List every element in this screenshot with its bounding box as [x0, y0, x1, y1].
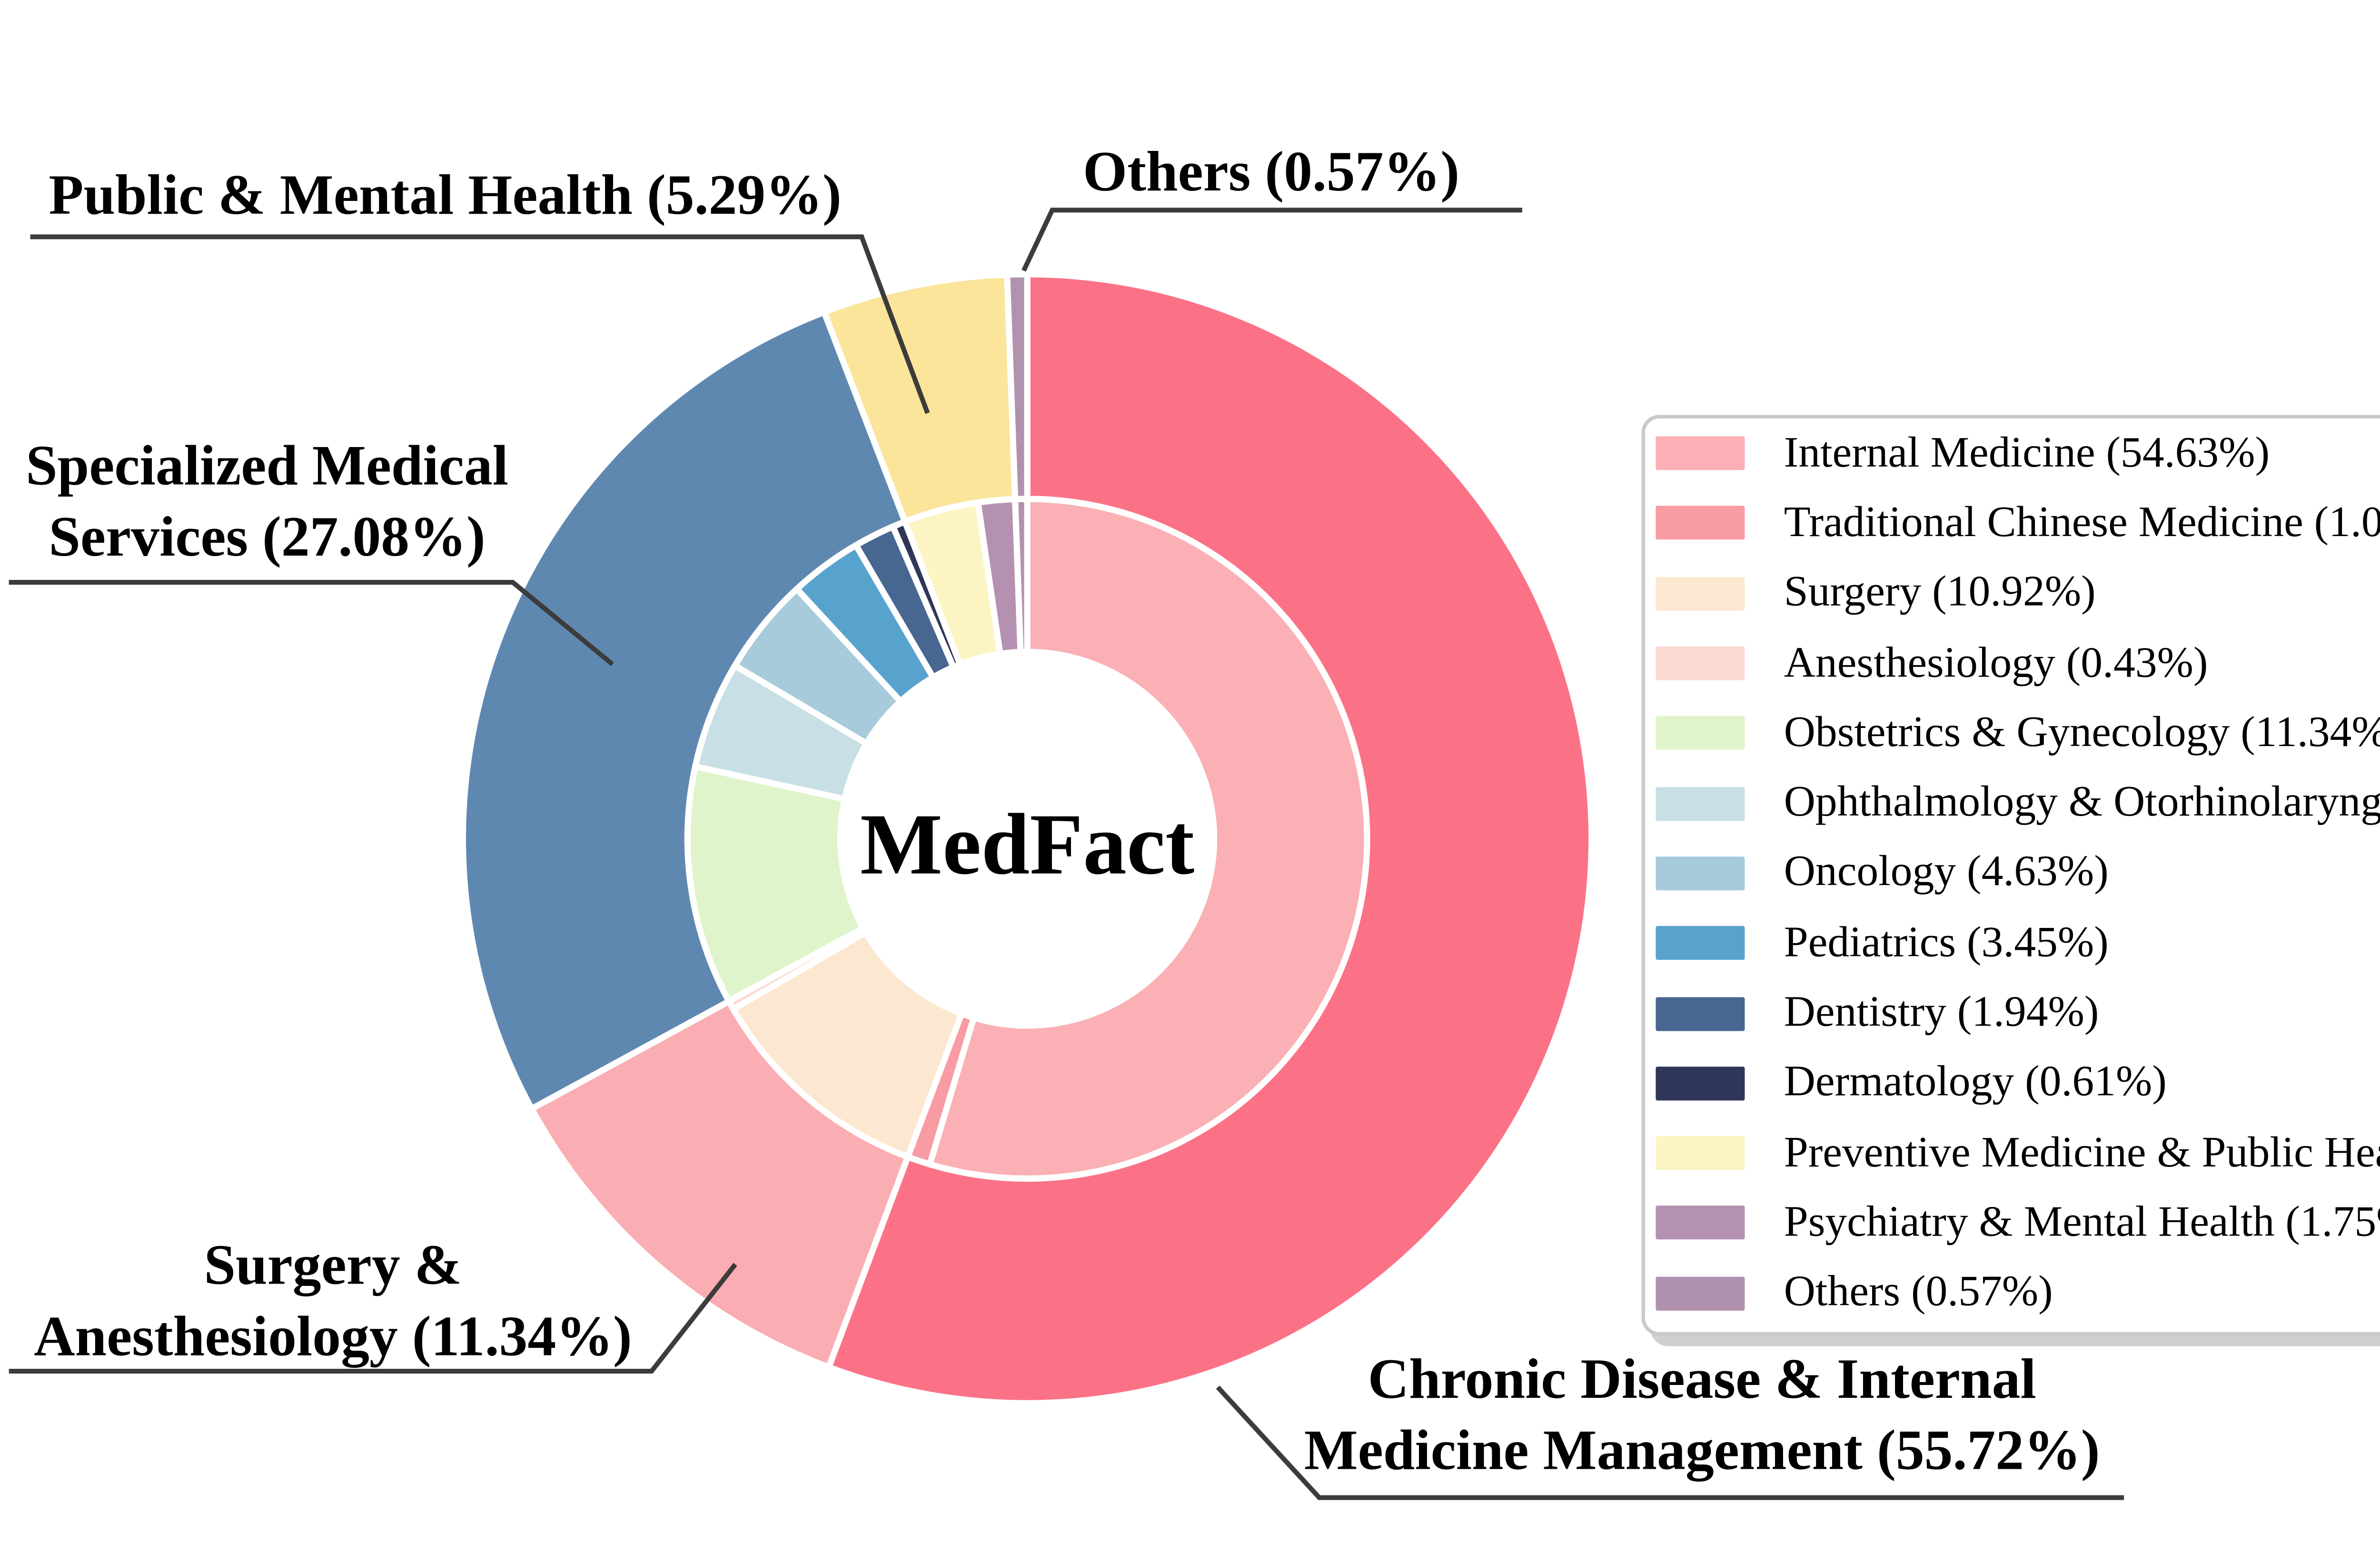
- legend-swatch: [1656, 716, 1745, 750]
- legend-item-label: Dentistry (1.94%): [1784, 988, 2099, 1036]
- legend-item-obstetrics-gynecology: Obstetrics & Gynecology (11.34%): [1645, 698, 2380, 768]
- legend-rows: Internal Medicine (54.63%) Traditional Ch…: [1645, 418, 2380, 1328]
- legend-item-internal-medicine: Internal Medicine (54.63%): [1645, 418, 2380, 488]
- slice-inner-others: [1012, 496, 1031, 656]
- legend-item-label: Surgery (10.92%): [1784, 568, 2096, 617]
- legend-swatch: [1656, 926, 1745, 960]
- legend-swatch: [1656, 436, 1745, 470]
- legend-item-label: Oncology (4.63%): [1784, 848, 2109, 897]
- legend-item-label: Psychiatry & Mental Health (1.75%): [1784, 1198, 2380, 1246]
- legend-item-psychiatry-mental-health: Psychiatry & Mental Health (1.75%): [1645, 1188, 2380, 1258]
- slice-inner-surgery: [730, 929, 965, 1160]
- legend-box: Internal Medicine (54.63%) Traditional Ch…: [1641, 415, 2380, 1336]
- callout-specialized-medical-services: Specialized Medical Services (27.08%): [26, 432, 508, 568]
- legend-swatch: [1656, 1066, 1745, 1100]
- leader-lines: [9, 208, 2124, 1500]
- legend-swatch: [1656, 1276, 1745, 1310]
- legend-item-preventive-medicine-public-health: Preventive Medicine & Public Health (3.5…: [1645, 1118, 2380, 1188]
- legend-swatch: [1656, 646, 1745, 680]
- legend-item-label: Ophthalmology & Otorhinolaryngology (5.1…: [1784, 778, 2380, 827]
- leader-line-chronic-disease-internal-medicine-management: [1216, 1385, 2124, 1500]
- slice-inner-obstetrics-gynecology: [684, 763, 866, 1005]
- legend-item-traditional-chinese-medicine: Traditional Chinese Medicine (1.09%): [1645, 488, 2380, 558]
- legend-item-surgery: Surgery (10.92%): [1645, 558, 2380, 628]
- legend-item-anesthesiology: Anesthesiology (0.43%): [1645, 628, 2380, 698]
- legend-item-pediatrics: Pediatrics (3.45%): [1645, 908, 2380, 978]
- callout-chronic-disease-internal-medicine-management: Chronic Disease & Internal Medicine Mana…: [1304, 1346, 2100, 1482]
- leader-line-others: [1021, 208, 1522, 272]
- inner-ring: [684, 496, 1370, 1182]
- legend-item-label: Pediatrics (3.45%): [1784, 918, 2109, 966]
- legend-swatch: [1656, 786, 1745, 820]
- legend-item-label: Dermatology (0.61%): [1784, 1058, 2167, 1106]
- legend-item-dentistry: Dentistry (1.94%): [1645, 978, 2380, 1048]
- legend-item-label: Anesthesiology (0.43%): [1784, 638, 2208, 687]
- legend-swatch: [1656, 1206, 1745, 1240]
- legend-item-label: Others (0.57%): [1784, 1268, 2053, 1316]
- legend-item-label: Preventive Medicine & Public Health (3.5…: [1784, 1128, 2380, 1176]
- legend-swatch: [1656, 576, 1745, 610]
- legend-item-label: Obstetrics & Gynecology (11.34%): [1784, 708, 2380, 757]
- legend-swatch: [1656, 856, 1745, 890]
- outer-ring: [459, 271, 1595, 1406]
- leader-line-specialized-medical-services: [9, 580, 614, 667]
- legend-item-label: Traditional Chinese Medicine (1.09%): [1784, 498, 2380, 547]
- slice-inner-internal-medicine: [926, 496, 1370, 1182]
- legend-item-ophthalmology-otorhinolaryngology: Ophthalmology & Otorhinolaryngology (5.1…: [1645, 768, 2380, 838]
- legend-item-oncology: Oncology (4.63%): [1645, 838, 2380, 908]
- callout-public-mental-health: Public & Mental Health (5.29%): [49, 162, 842, 227]
- legend-item-others: Others (0.57%): [1645, 1258, 2380, 1328]
- callout-others: Others (0.57%): [1082, 139, 1460, 203]
- legend-swatch: [1656, 996, 1745, 1030]
- legend-item-dermatology: Dermatology (0.61%): [1645, 1048, 2380, 1118]
- legend-swatch: [1656, 506, 1745, 540]
- leader-line-surgery-anesthesiology: [9, 1263, 737, 1374]
- legend-swatch: [1656, 1136, 1745, 1170]
- donut-center-label: MedFact: [860, 795, 1195, 893]
- leader-line-public-mental-health: [30, 234, 930, 414]
- legend-item-label: Internal Medicine (54.63%): [1784, 428, 2270, 477]
- callout-surgery-anesthesiology: Surgery & Anesthesiology (11.34%): [34, 1232, 632, 1368]
